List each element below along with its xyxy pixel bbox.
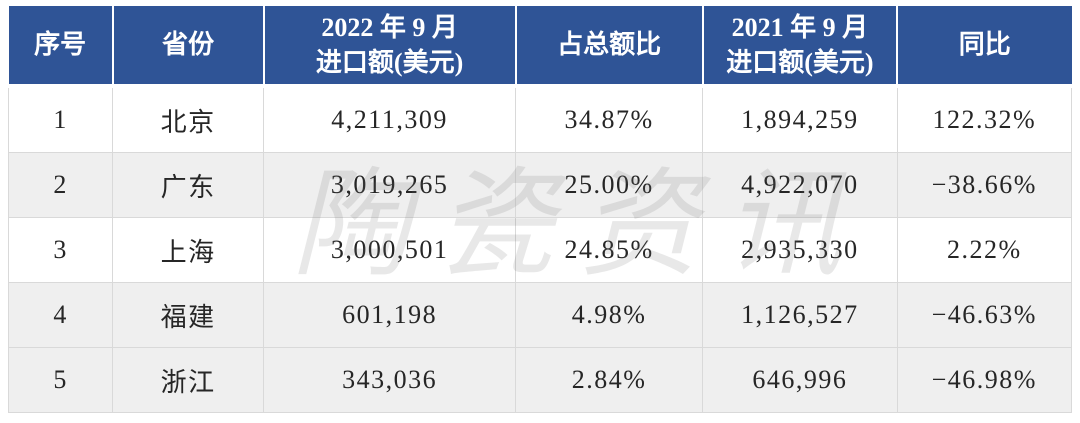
cell-seq: 4 [7,282,114,348]
cell-import-2021: 646,996 [702,347,898,413]
col-header-share-label: 占总额比 [557,30,662,60]
col-header-import-2021-line1: 2021 年 9 月 [731,12,869,42]
cell-import-2022: 3,019,265 [263,152,517,218]
import-table: 序号 省份 2022 年 9 月 进口额(美元) 占总额比 2021 年 9 月… [7,6,1073,413]
col-header-yoy-label: 同比 [958,30,1011,60]
cell-province: 上海 [112,217,265,283]
col-header-import-2021-line2: 进口额(美元) [726,48,874,77]
cell-seq: 5 [7,347,114,413]
cell-import-2022: 4,211,309 [263,85,517,153]
table-row: 4 福建 601,198 4.98% 1,126,527 −46.63% [7,282,1073,348]
col-header-province: 省份 [112,6,265,88]
col-header-import-2022: 2022 年 9 月 进口额(美元) [263,6,517,88]
col-header-share: 占总额比 [515,6,704,88]
cell-share: 4.98% [515,282,704,348]
col-header-import-2022-line2: 进口额(美元) [315,48,464,77]
cell-seq: 3 [7,217,114,283]
cell-import-2021: 4,922,070 [702,152,898,218]
cell-yoy: 2.22% [896,217,1073,283]
col-header-import-2022-line1: 2022 年 9 月 [321,12,458,42]
cell-yoy: −38.66% [896,152,1073,218]
cell-province: 浙江 [112,347,265,413]
table-header: 序号 省份 2022 年 9 月 进口额(美元) 占总额比 2021 年 9 月… [8,6,1072,88]
table-row: 1 北京 4,211,309 34.87% 1,894,259 122.32% [7,85,1073,153]
col-header-province-label: 省份 [162,30,215,60]
col-header-import-2021: 2021 年 9 月 进口额(美元) [702,6,899,88]
cell-import-2021: 1,126,527 [702,282,898,348]
cell-yoy: 122.32% [896,85,1073,153]
cell-import-2022: 343,036 [263,347,517,413]
table-row: 5 浙江 343,036 2.84% 646,996 −46.98% [7,347,1073,413]
cell-yoy: −46.63% [896,282,1073,348]
table-row: 2 广东 3,019,265 25.00% 4,922,070 −38.66% [7,152,1073,218]
cell-share: 34.87% [515,85,704,153]
cell-share: 24.85% [515,217,704,283]
cell-seq: 2 [7,152,114,218]
header-row: 序号 省份 2022 年 9 月 进口额(美元) 占总额比 2021 年 9 月… [8,6,1072,88]
cell-province: 北京 [112,85,265,153]
col-header-seq-label: 序号 [34,30,87,60]
cell-yoy: −46.98% [896,347,1073,413]
cell-import-2021: 1,894,259 [702,85,898,153]
table-body: 1 北京 4,211,309 34.87% 1,894,259 122.32% … [7,85,1073,413]
cell-import-2022: 3,000,501 [263,217,517,283]
cell-province: 福建 [112,282,265,348]
table-row: 3 上海 3,000,501 24.85% 2,935,330 2.22% [7,217,1073,283]
col-header-yoy: 同比 [897,6,1072,88]
cell-seq: 1 [7,85,114,153]
cell-import-2021: 2,935,330 [702,217,898,283]
col-header-seq: 序号 [8,6,114,88]
cell-share: 2.84% [515,347,704,413]
cell-province: 广东 [112,152,265,218]
cell-share: 25.00% [515,152,704,218]
cell-import-2022: 601,198 [263,282,517,348]
